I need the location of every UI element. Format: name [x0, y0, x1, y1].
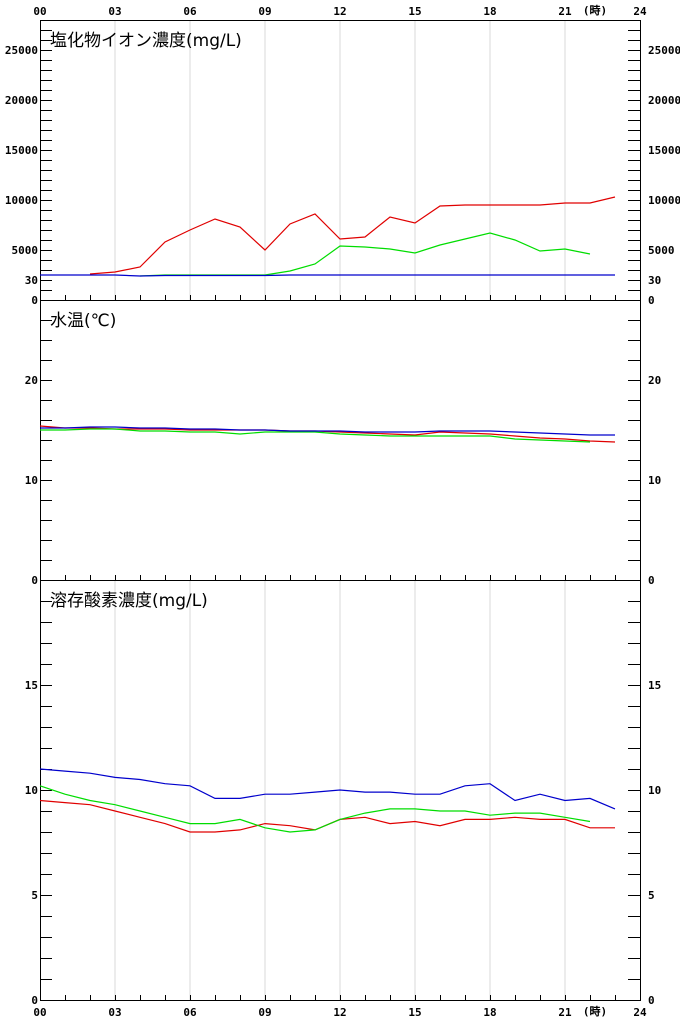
- x-tick-label-top: 24: [633, 5, 647, 18]
- panel-title: 塩化物イオン濃度(mg/L): [50, 31, 242, 51]
- y-tick-label-left: 0: [31, 294, 38, 307]
- x-unit-label-bottom: (時): [583, 1004, 607, 1018]
- x-tick-label-top: 12: [333, 5, 346, 18]
- x-tick-label-bottom: 12: [333, 1006, 346, 1019]
- top-time-axis: 00 03 06 09 12 15 18 21 24 (時): [33, 3, 647, 18]
- y-tick-label-right: 15: [648, 679, 661, 692]
- y-tick-label-left: 0: [31, 574, 38, 587]
- y-tick-label-right: 5: [648, 889, 655, 902]
- panel-title: 溶存酸素濃度(mg/L): [50, 591, 208, 611]
- y-tick-label-right: 10000: [648, 194, 680, 207]
- y-tick-label-right: 0: [648, 574, 655, 587]
- series-line-3: [39, 768, 616, 810]
- x-tick-label-top: 03: [108, 5, 121, 18]
- x-tick-label-bottom: 00: [33, 1006, 46, 1019]
- series-line-2: [39, 785, 591, 833]
- series-line-2: [40, 428, 591, 443]
- series-line-2: [139, 232, 591, 277]
- x-tick-label-top: 15: [408, 5, 421, 18]
- x-tick-label-bottom: 15: [408, 1006, 421, 1019]
- series-line-3: [40, 274, 615, 277]
- y-tick-label-left: 25000: [5, 44, 38, 57]
- panel-title: 水温(℃): [50, 311, 116, 331]
- y-tick-label-right: 30: [648, 274, 661, 287]
- x-tick-label-bottom: 24: [633, 1006, 647, 1019]
- series-line-3: [40, 426, 615, 436]
- y-tick-label-left: 20000: [5, 94, 38, 107]
- y-tick-label-right: 15000: [648, 144, 680, 157]
- series-line-1: [89, 196, 616, 275]
- x-unit-label-top: (時): [583, 3, 607, 17]
- x-tick-label-top: 09: [258, 5, 271, 18]
- y-tick-label-right: 20: [648, 374, 661, 387]
- panel-2: 0 0 10 10 20 20 30 30 水温(℃): [25, 274, 662, 587]
- y-tick-label-left: 15000: [5, 144, 38, 157]
- y-tick-label-left: 10: [25, 784, 38, 797]
- series-line-1: [39, 799, 615, 833]
- y-tick-label-left: 0: [31, 994, 38, 1007]
- x-tick-label-bottom: 03: [108, 1006, 121, 1019]
- y-tick-label-left: 5000: [12, 244, 39, 257]
- y-tick-label-left: 15: [25, 679, 38, 692]
- y-tick-label-right: 10: [648, 784, 661, 797]
- x-tick-label-top: 21: [558, 5, 572, 18]
- panel-1: 0 0 5000 5000 10000 10000 15000 15000 20000 20000…: [5, 20, 680, 307]
- y-tick-label-right: 0: [648, 994, 655, 1007]
- y-tick-label-right: 5000: [648, 244, 675, 257]
- y-tick-label-right: 10: [648, 474, 661, 487]
- y-tick-label-left: 20: [25, 374, 38, 387]
- y-tick-label-left: 10: [25, 474, 38, 487]
- y-tick-label-right: 25000: [648, 44, 680, 57]
- panel-3: 0 0 5 5 10 10 15 15 溶存酸素濃度(mg/L): [25, 580, 661, 1007]
- bottom-time-axis: 00 03 06 09 12 15 18 21 24 (時): [33, 1004, 647, 1019]
- y-tick-label-left: 5: [31, 889, 38, 902]
- y-tick-label-left: 30: [25, 274, 38, 287]
- y-tick-label-left: 10000: [5, 194, 38, 207]
- x-tick-label-bottom: 06: [183, 1006, 197, 1019]
- y-tick-label-right: 0: [648, 294, 655, 307]
- x-tick-label-top: 00: [33, 5, 46, 18]
- x-tick-label-bottom: 09: [258, 1006, 271, 1019]
- x-tick-label-top: 18: [483, 5, 496, 18]
- y-tick-label-right: 20000: [648, 94, 680, 107]
- x-tick-label-top: 06: [183, 5, 197, 18]
- x-tick-label-bottom: 21: [558, 1006, 572, 1019]
- x-tick-label-bottom: 18: [483, 1006, 496, 1019]
